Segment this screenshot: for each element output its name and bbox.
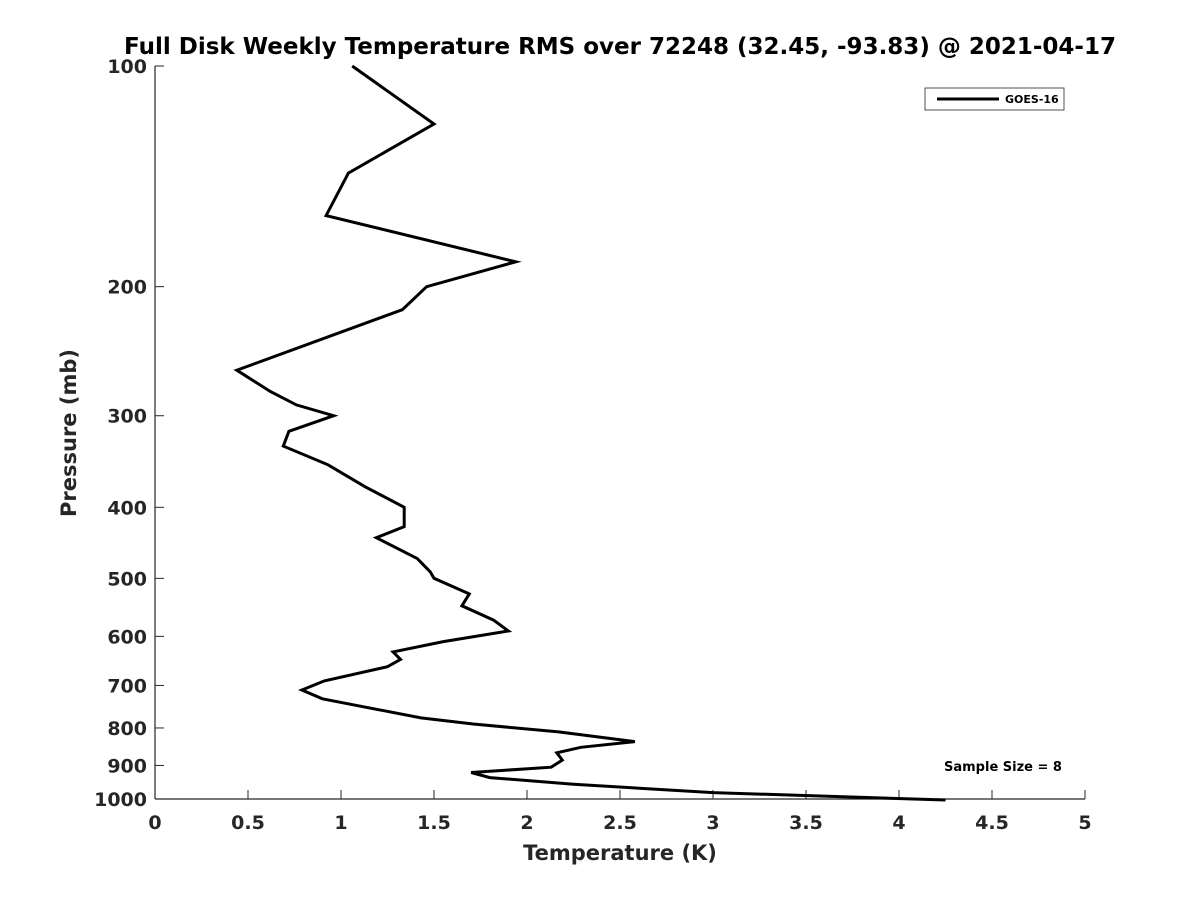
y-tick-label: 400	[107, 497, 147, 519]
y-ticks: 100 200 300 400 500 600 700 800 900 1000	[94, 56, 164, 811]
x-tick-label: 3	[706, 812, 719, 834]
x-tick-label: 4	[892, 812, 905, 834]
y-tick-label: 100	[107, 56, 147, 78]
series-layer	[233, 64, 946, 802]
x-tick-label: 4.5	[975, 812, 1009, 834]
y-tick-label: 800	[107, 718, 147, 740]
y-tick-label: 1000	[94, 789, 147, 811]
x-tick-label: 0	[148, 812, 161, 834]
x-tick-label: 1.5	[417, 812, 451, 834]
legend-label-goes-16: GOES-16	[1005, 93, 1059, 106]
y-tick-label: 300	[107, 406, 147, 428]
x-tick-label: 2	[520, 812, 533, 834]
plot-axes	[154, 66, 1085, 800]
x-tick-label: 5	[1078, 812, 1091, 834]
y-tick-label: 900	[107, 755, 147, 777]
chart-title: Full Disk Weekly Temperature RMS over 72…	[124, 34, 1116, 60]
x-tick-label: 3.5	[789, 812, 823, 834]
legend: GOES-16	[924, 87, 1065, 111]
y-tick-label: 200	[107, 277, 147, 299]
sample-size-annotation: Sample Size = 8	[944, 760, 1062, 775]
x-axis-label: Temperature (K)	[523, 841, 717, 865]
x-tick-label: 0.5	[231, 812, 265, 834]
x-ticks: 0 0.5 1 1.5 2 2.5 3 3.5 4 4.5 5	[148, 790, 1092, 834]
x-tick-label: 1	[334, 812, 347, 834]
series-line-goes-16	[233, 64, 946, 802]
y-tick-label: 500	[107, 568, 147, 590]
y-axis-label: Pressure (mb)	[57, 349, 81, 517]
y-tick-label: 600	[107, 626, 147, 648]
x-tick-label: 2.5	[603, 812, 637, 834]
y-tick-label: 700	[107, 675, 147, 697]
